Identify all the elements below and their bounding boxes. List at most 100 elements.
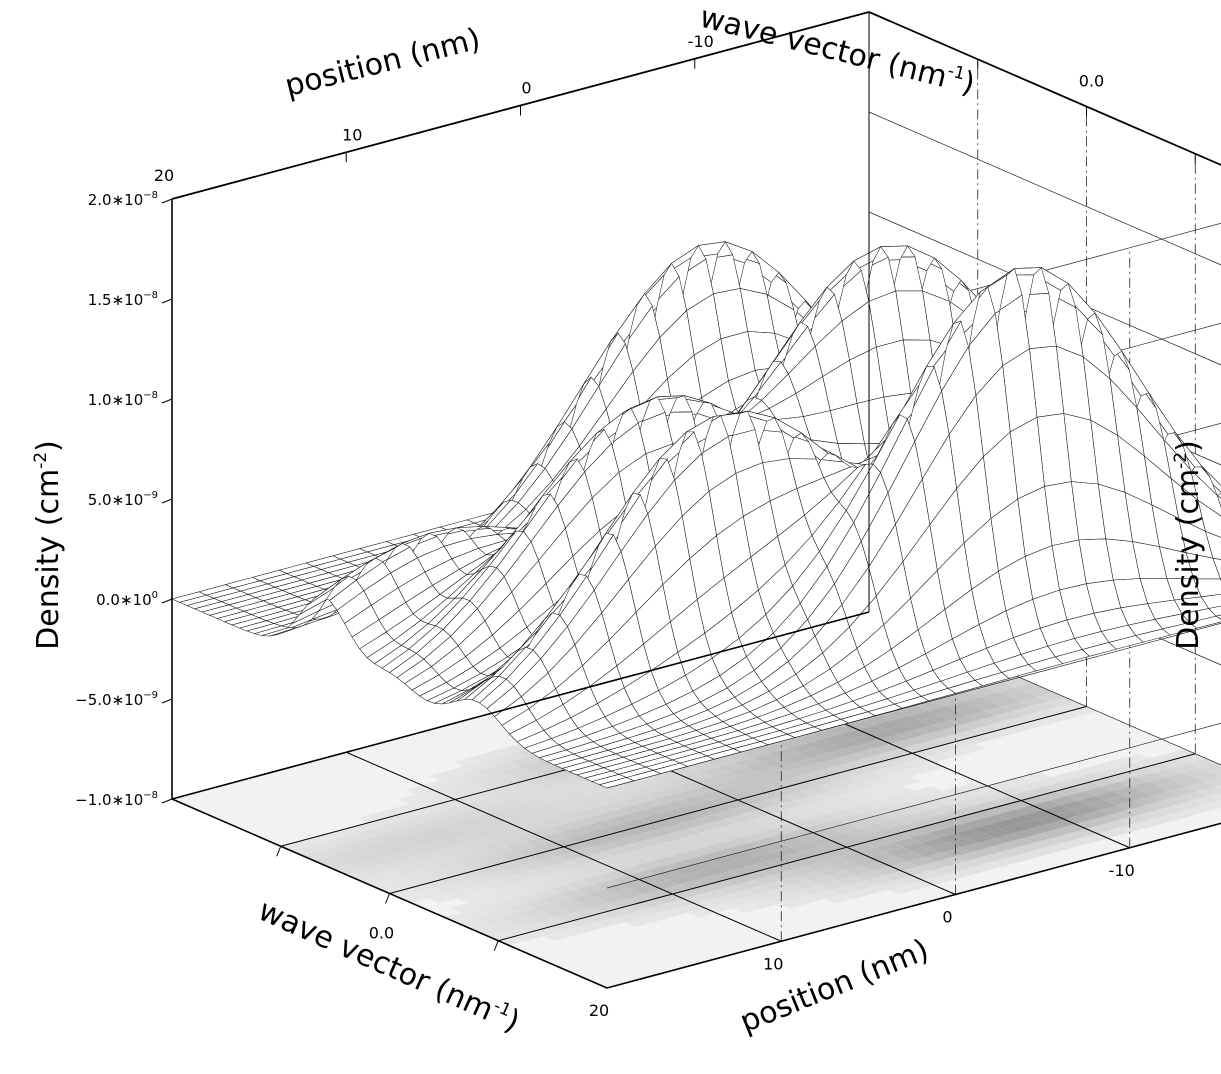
floor-density-cell: [755, 790, 784, 801]
floor-density-cell: [581, 837, 610, 847]
floor-density-cell: [1051, 772, 1080, 782]
floor-density-cell: [1086, 763, 1115, 773]
floor-density-cell: [960, 842, 989, 853]
floor-density-cell: [393, 841, 423, 852]
floor-density-cell: [613, 912, 642, 923]
floor-density-cell: [790, 781, 819, 791]
floor-density-cell: [925, 791, 954, 801]
floor-density-cell: [1003, 678, 1033, 688]
floor-density-cell: [337, 841, 366, 852]
floor-density-cell: [539, 917, 568, 927]
floor-density-cell: [831, 823, 860, 834]
floor-density-cell: [1129, 781, 1159, 792]
floor-density-cell: [807, 837, 836, 848]
floor-density-cell: [620, 903, 649, 913]
floor-density-cell: [746, 762, 776, 772]
floor-density-cell: [489, 907, 518, 918]
floor-density-cell: [637, 837, 667, 847]
floor-density-cell: [479, 780, 508, 791]
floor-density-cell: [711, 771, 741, 782]
floor-density-cell: [940, 809, 969, 820]
floor-density-cell: [1097, 828, 1126, 839]
floor-density-cell: [890, 861, 919, 871]
floor-density-cell: [831, 762, 860, 772]
floor-density-cell: [696, 814, 725, 824]
floor-density-cell: [816, 804, 845, 815]
k-tick-mark-bottom: [493, 940, 499, 951]
floor-density-cell: [635, 799, 664, 810]
floor-density-cell: [422, 841, 451, 852]
floor-density-cell: [415, 790, 445, 800]
floor-density-cell: [650, 879, 679, 890]
floor-density-cell: [766, 795, 795, 805]
floor-density-cell: [973, 701, 1002, 711]
floor-density-cell: [912, 748, 941, 758]
floor-density-cell: [568, 917, 597, 927]
x-tick-label-top: 20: [154, 166, 174, 185]
floor-density-cell: [770, 809, 799, 819]
floor-density-cell: [862, 739, 891, 749]
floor-density-cell: [498, 752, 527, 762]
floor-density-cell: [775, 762, 804, 772]
floor-density-cell: [396, 879, 425, 889]
floor-density-cell: [866, 814, 895, 824]
floor-density-cell: [933, 819, 963, 829]
floor-density-cell: [851, 795, 880, 805]
floor-density-cell: [1208, 792, 1221, 801]
floor-density-cell: [459, 809, 488, 819]
floor-density-cell: [838, 875, 867, 885]
floor-density-cell: [881, 833, 910, 843]
floor-density-cell: [570, 832, 599, 843]
floor-density-cell: [485, 893, 514, 904]
floor-density-cell: [873, 743, 902, 754]
floor-density-cell: [520, 823, 549, 833]
floor-density-cell: [666, 776, 695, 786]
floor-density-cell: [459, 870, 488, 880]
floor-density-cell: [1140, 786, 1170, 796]
floor-density-cell: [901, 805, 930, 815]
floor-density-cell: [1081, 810, 1111, 820]
floor-density-cell: [1019, 697, 1048, 707]
floor-density-cell: [968, 809, 997, 820]
floor-density-cell: [635, 861, 664, 871]
floor-density-cell: [718, 823, 747, 833]
floor-density-cell: [583, 875, 612, 885]
floor-density-cell: [916, 823, 945, 834]
floor-density-cell: [705, 781, 734, 791]
floor-density-cell: [387, 851, 416, 861]
floor-density-cell: [524, 898, 553, 908]
floor-density-cell: [805, 739, 834, 749]
floor-density-cell: [872, 866, 902, 876]
k-tick-mark-bottom: [276, 846, 282, 857]
floor-density-cell: [1214, 785, 1221, 790]
floor-density-cell: [953, 791, 982, 801]
floor-density-cell: [431, 808, 460, 819]
floor-density-cell: [995, 711, 1024, 721]
floor-density-cell: [953, 852, 982, 862]
floor-density-cell: [842, 889, 871, 899]
floor-density-cell: [868, 852, 897, 862]
floor-density-cell: [511, 856, 540, 866]
floor-density-cell: [999, 786, 1028, 796]
floor-density-cell: [938, 833, 967, 843]
floor-density-cell: [779, 776, 808, 786]
x-tick-label-bottom: 0: [942, 908, 952, 927]
floor-density-cell: [417, 827, 447, 838]
floor-density-cell: [897, 729, 926, 740]
floor-density-cell: [422, 780, 451, 790]
floor-density-cell: [1066, 791, 1095, 801]
floor-density-cell: [504, 865, 534, 875]
floor-density-cell: [496, 837, 525, 847]
floor-density-cell: [441, 874, 471, 885]
floor-density-cell: [1058, 701, 1087, 712]
floor-density-cell: [957, 805, 987, 815]
floor-density-cell: [679, 818, 708, 829]
floor-density-cell: [1097, 767, 1126, 778]
floor-density-cell: [818, 781, 847, 791]
floor-density-cell: [1007, 814, 1037, 824]
floor-density-cell: [905, 758, 934, 768]
floor-density-cell: [1121, 814, 1150, 825]
floor-density-cell: [546, 907, 575, 918]
floor-density-cell: [315, 832, 344, 842]
